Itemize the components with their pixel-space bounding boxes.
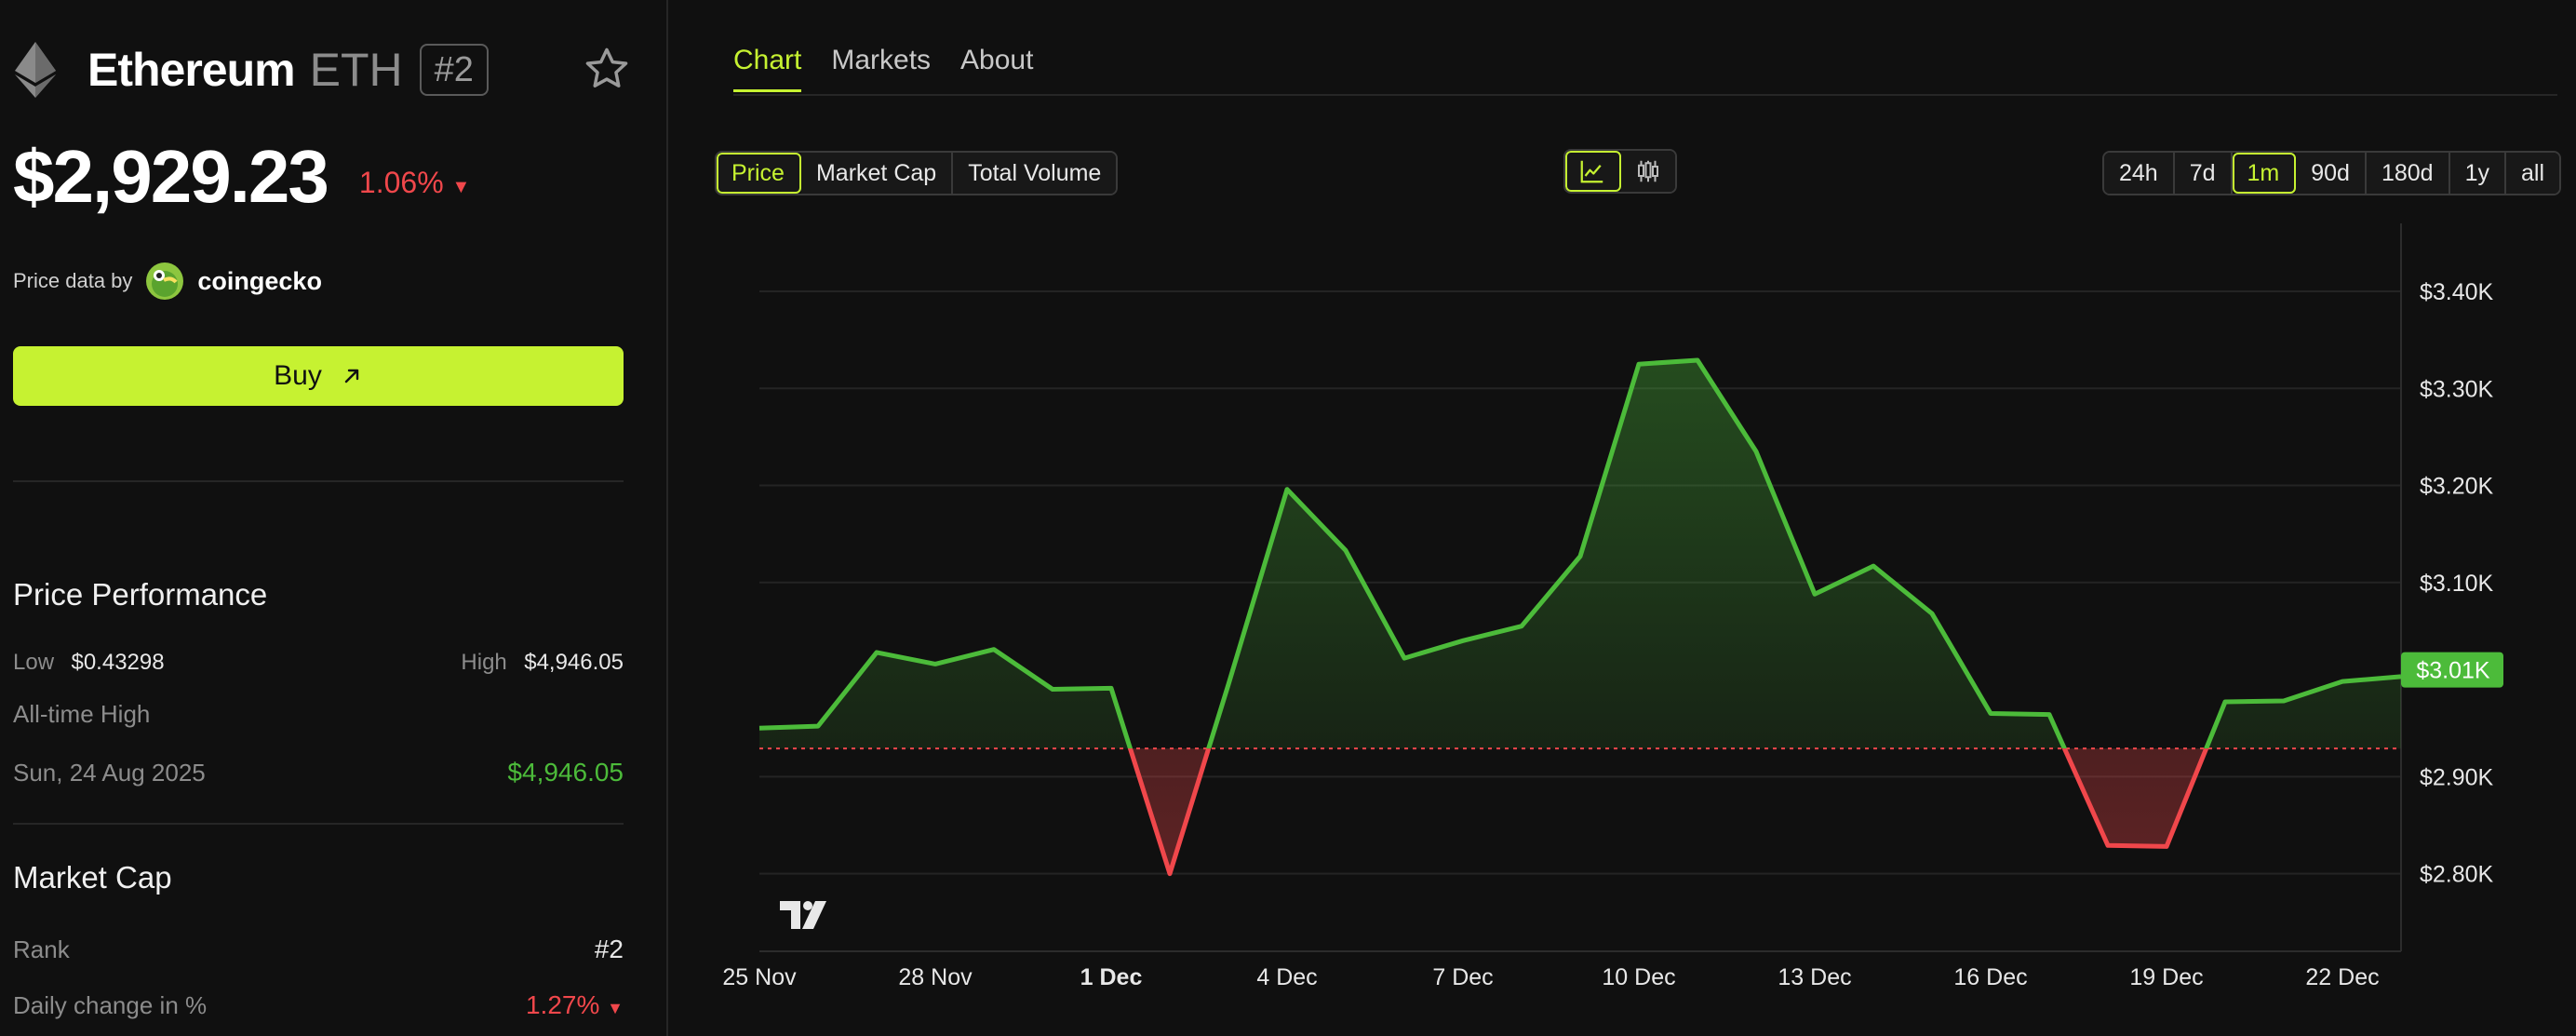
current-price: $2,929.23 [13,135,329,218]
range-1y-button[interactable]: 1y [2449,153,2506,194]
coingecko-logo-icon [146,262,184,300]
rank-badge: #2 [419,44,489,96]
x-tick-label: 1 Dec [1080,964,1143,990]
chart-panel: Chart Markets About Price Market Cap Tot… [670,0,2576,1036]
provider-label: Price data by [13,269,133,292]
range-selector: 24h 7d 1m 90d 180d 1y all [2101,151,2561,195]
ath-row: Sun, 24 Aug 2025 $4,946.05 [13,758,624,787]
tradingview-logo-icon [780,901,826,929]
down-arrow-icon: ▼ [607,999,624,1017]
metric-total-volume-button[interactable]: Total Volume [953,153,1117,194]
divider [13,480,624,482]
daily-change-label: Daily change in % [13,990,208,1019]
price-line-up [758,357,2402,749]
x-tick-label: 4 Dec [1256,964,1317,990]
area-below-baseline [759,748,2401,874]
line-chart-button[interactable] [1565,151,1621,192]
daily-change-row: Daily change in % 1.27% ▼ [13,990,624,1020]
tabs-underline [733,94,2557,96]
market-cap-title: Market Cap [13,860,172,895]
buy-label: Buy [274,360,322,391]
low-value: $0.43298 [71,650,165,675]
metric-market-cap-button[interactable]: Market Cap [800,153,954,194]
metric-price-button[interactable]: Price [717,153,801,194]
x-tick-label: 25 Nov [722,964,797,990]
low-label: Low [13,650,55,675]
chart-type-selector [1563,149,1677,194]
ath-value: $4,946.05 [507,758,624,787]
coin-header: Ethereum ETH #2 [13,37,637,102]
chart-axes: $3.40K $3.30K $3.20K $3.10K $2.90K $2.80K 25 N… [722,279,2503,990]
chart-areas [759,360,2401,874]
tab-about[interactable]: About [960,45,1034,75]
current-price-label: $3.01K [2416,658,2490,684]
coin-name: Ethereum [87,44,296,96]
x-tick-label: 7 Dec [1432,964,1493,990]
tab-markets[interactable]: Markets [831,45,932,75]
tab-bar: Chart Markets About [733,45,1033,92]
coin-info-panel: Ethereum ETH #2 $2,929.23 1.06% ▼ Price … [0,0,668,1036]
low-high-row: Low $0.43298 High $4,946.05 [13,650,624,676]
x-tick-label: 13 Dec [1778,964,1851,990]
range-90d-button[interactable]: 90d [2296,153,2367,194]
price-row: $2,929.23 1.06% ▼ [13,130,470,223]
price-chart[interactable]: $3.40K $3.30K $3.20K $3.10K $2.90K $2.80K 25 N… [670,223,2576,1036]
daily-change-value: 1.27% [525,990,600,1019]
price-performance-title: Price Performance [13,577,268,612]
range-all-button[interactable]: all [2505,153,2559,194]
coin-symbol: ETH [309,44,403,96]
ethereum-logo-icon [15,42,56,98]
ath-date: Sun, 24 Aug 2025 [13,758,206,787]
daily-change: 1.27% ▼ [526,990,624,1020]
y-tick-label: $3.20K [2420,474,2494,500]
range-180d-button[interactable]: 180d [2366,153,2450,194]
line-chart-icon [1580,160,1603,183]
y-tick-label: $3.10K [2420,571,2494,597]
y-tick-label: $2.90K [2420,764,2494,790]
range-24h-button[interactable]: 24h [2103,153,2175,194]
ath-label: All-time High [13,700,151,728]
current-price-marker [2401,652,2503,688]
metric-selector: Price Market Cap Total Volume [715,151,1119,195]
down-arrow-icon: ▼ [451,176,471,197]
candlestick-chart-button[interactable] [1621,151,1675,192]
price-line-down [1127,748,2209,877]
y-tick-label: $3.30K [2420,376,2494,402]
area-above-baseline [759,360,2401,749]
buy-button[interactable]: Buy [13,346,624,406]
ath-label-row: All-time High [13,700,624,729]
chart-lines [758,357,2402,877]
x-tick-label: 16 Dec [1953,964,2027,990]
range-7d-button[interactable]: 7d [2174,153,2233,194]
provider-name[interactable]: coingecko [197,266,322,295]
x-tick-label: 22 Dec [2305,964,2379,990]
star-icon[interactable] [583,45,631,93]
range-1m-button[interactable]: 1m [2232,153,2297,194]
rank-label: Rank [13,935,70,963]
x-tick-label: 19 Dec [2129,964,2203,990]
rank-row: Rank #2 [13,935,624,964]
x-tick-label: 10 Dec [1602,964,1675,990]
price-provider: Price data by coingecko [13,259,322,303]
price-change: 1.06% ▼ [359,166,470,200]
y-tick-label: $3.40K [2420,279,2494,305]
price-change-value: 1.06% [358,165,444,199]
rank-value: #2 [594,935,624,963]
arrow-up-right-icon [344,369,359,383]
high-label: High [461,650,507,675]
y-tick-label: $2.80K [2420,862,2494,888]
divider [13,823,624,825]
high-value: $4,946.05 [524,650,624,675]
x-tick-label: 28 Nov [898,964,973,990]
tab-chart[interactable]: Chart [733,45,802,92]
candlestick-icon [1638,160,1658,182]
